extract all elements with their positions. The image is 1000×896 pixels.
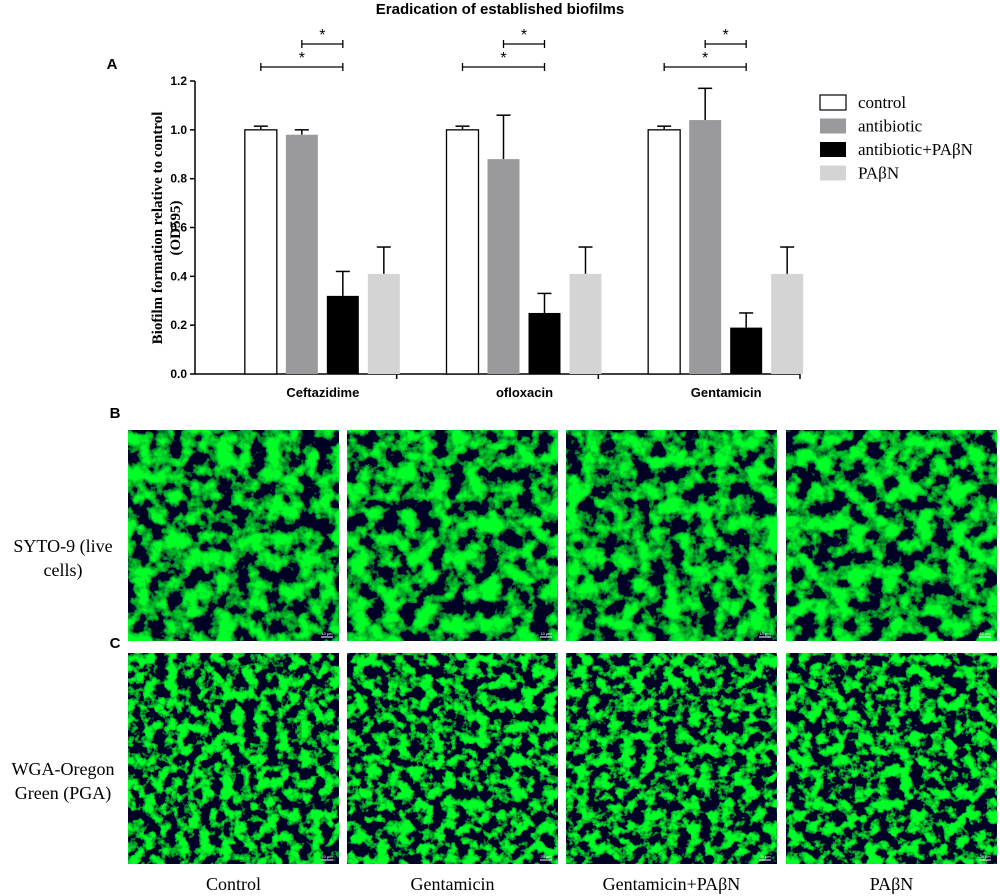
column-label: Gentamicin (411, 874, 495, 894)
x-tick-label: Ceftazidime (286, 385, 359, 400)
legend-label: PAβN (858, 164, 899, 183)
y-axis-label: Biofilm formation relative to control (150, 112, 166, 345)
microscopy-image (347, 430, 558, 641)
legend-label: control (858, 93, 906, 112)
panel-label: C (110, 635, 121, 652)
scale-bar-label: 20 μm (979, 854, 991, 859)
panel-label: B (110, 405, 121, 422)
significance-label: * (319, 27, 325, 44)
legend-label: antibiotic (858, 117, 923, 136)
scale-bar-label: 20 μm (759, 854, 771, 859)
y-tick-label: 0.6 (170, 221, 187, 235)
x-tick-label: Gentamicin (691, 385, 762, 400)
bar (771, 273, 804, 374)
column-label: Control (206, 874, 261, 894)
chart-title: Eradication of established biofilms (376, 1, 624, 18)
row-label: cells) (44, 560, 83, 581)
scale-bar-label: 20 μm (540, 854, 552, 859)
legend-label: antibiotic+PAβN (858, 140, 973, 159)
column-label: PAβN (870, 874, 914, 894)
significance-label: * (299, 50, 305, 67)
legend-swatch (819, 94, 847, 111)
bar (285, 134, 318, 374)
legend-swatch (820, 142, 846, 157)
significance-label: * (500, 50, 506, 67)
row-label: WGA-Oregon (12, 759, 115, 779)
bar (730, 327, 763, 374)
bar (647, 129, 681, 375)
microscopy-image (786, 430, 997, 641)
scale-bar-label: 10 μm (759, 631, 771, 636)
microscopy-image (128, 653, 339, 864)
scale-bar-label: 10 μm (540, 631, 552, 636)
row-label: Green (PGA) (15, 783, 111, 804)
legend-swatch (820, 165, 846, 181)
bar (569, 273, 602, 374)
microscopy-image (128, 430, 339, 641)
microscopy-image (347, 653, 558, 864)
scale-bar-label: 20 μm (321, 854, 333, 859)
significance-label: * (521, 27, 527, 44)
significance-label: * (723, 27, 729, 44)
microscopy-image (566, 430, 777, 641)
bar (367, 273, 400, 374)
y-axis-label: (OD595) (168, 201, 184, 256)
column-label: Gentamicin+PAβN (603, 874, 741, 894)
significance-label: * (702, 50, 708, 67)
bar (244, 129, 278, 375)
y-tick-label: 1.2 (170, 74, 187, 88)
y-tick-label: 0.2 (170, 318, 187, 332)
bar (528, 312, 561, 374)
x-tick-label: ofloxacin (496, 385, 553, 400)
microscopy-image (786, 653, 997, 864)
bar (445, 129, 480, 375)
microscopy-image (566, 653, 777, 864)
y-tick-label: 0.4 (170, 269, 187, 283)
row-label: SYTO-9 (live (13, 536, 112, 557)
y-tick-label: 0.0 (170, 367, 187, 381)
scale-bar-label: 10 μm (979, 631, 991, 636)
bar (689, 120, 722, 374)
bar (326, 295, 359, 374)
y-tick-label: 1.0 (170, 123, 187, 137)
y-tick-label: 0.8 (170, 172, 187, 186)
legend-swatch (820, 118, 846, 134)
panel-label: A (107, 56, 118, 73)
bar (487, 159, 520, 374)
scale-bar-label: 10 μm (321, 631, 333, 636)
